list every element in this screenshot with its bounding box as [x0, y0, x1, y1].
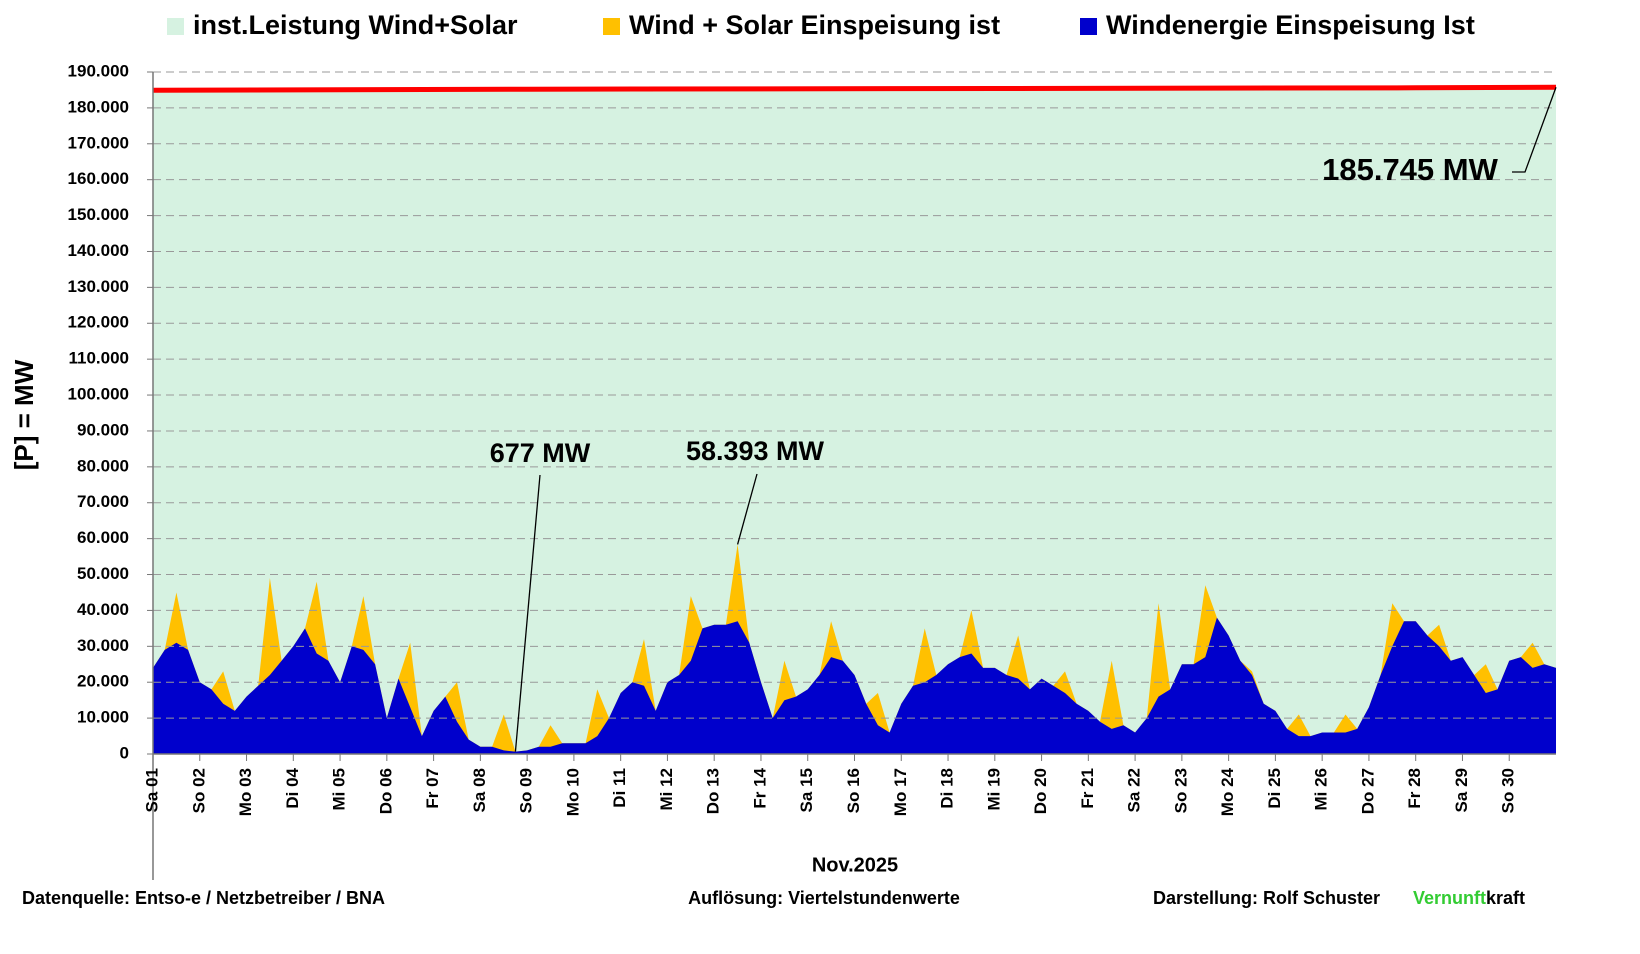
- y-tick-label: 140.000: [68, 241, 129, 260]
- y-tick-label: 10.000: [77, 708, 129, 727]
- y-tick-label: 150.000: [68, 205, 129, 224]
- legend-label: Windenergie Einspeisung Ist: [1106, 10, 1475, 40]
- brand-part: kraft: [1486, 888, 1525, 908]
- area: [153, 617, 1556, 754]
- x-tick-label: Sa 22: [1125, 768, 1144, 812]
- y-tick-label: 80.000: [77, 456, 129, 475]
- x-tick-label: Sa 15: [797, 768, 816, 812]
- x-tick-label: Fr 28: [1405, 768, 1424, 809]
- x-tick-label: Mi 26: [1312, 768, 1331, 811]
- x-tick-label: Mi 12: [657, 768, 676, 811]
- x-tick-label: Mo 17: [891, 768, 910, 816]
- x-tick-label: Di 04: [283, 767, 302, 808]
- y-tick-label: 40.000: [77, 600, 129, 619]
- line: [152, 84, 1557, 93]
- annotation: 677 MW: [490, 438, 591, 468]
- footer-source: Datenquelle: Entso-e / Netzbetreiber / B…: [22, 888, 385, 908]
- y-tick-label: 60.000: [77, 528, 129, 547]
- legend-swatch: [1080, 18, 1097, 35]
- legend-label: inst.Leistung Wind+Solar: [193, 10, 518, 40]
- footer-author: Darstellung: Rolf Schuster: [1153, 888, 1380, 908]
- annotation: 185.745 MW: [1322, 152, 1498, 187]
- x-tick-label: Mo 10: [563, 768, 582, 816]
- x-tick-label: So 16: [844, 768, 863, 813]
- y-tick-label: 0: [120, 743, 129, 762]
- x-tick-label: Fr 14: [750, 767, 769, 808]
- y-tick-label: 100.000: [68, 385, 129, 404]
- x-axis-label: Nov.2025: [812, 854, 898, 876]
- y-tick-label: 120.000: [68, 313, 129, 332]
- x-tick-label: Mi 05: [330, 768, 349, 811]
- x-tick-label: So 09: [517, 768, 536, 813]
- x-tick-label: Di 11: [610, 768, 629, 808]
- x-tick-label: Mo 03: [236, 768, 255, 816]
- annotation-leader: [1512, 87, 1557, 173]
- legend-swatch: [167, 18, 184, 35]
- x-tick-label: Sa 29: [1452, 768, 1471, 812]
- y-tick-label: 70.000: [77, 492, 129, 511]
- x-tick-label: So 23: [1171, 768, 1190, 813]
- x-tick-label: So 02: [189, 768, 208, 813]
- x-tick-label: Sa 01: [142, 768, 161, 812]
- legend-label: Wind + Solar Einspeisung ist: [629, 10, 1000, 40]
- annotation-leader: [736, 473, 758, 545]
- x-tick-label: Mo 24: [1218, 767, 1237, 816]
- y-tick-label: 170.000: [68, 133, 129, 152]
- footer-brand: Vernunftkraft: [1413, 888, 1525, 908]
- annotation-leader: [514, 474, 541, 752]
- x-tick-label: Do 13: [704, 768, 723, 814]
- y-tick-label: 50.000: [77, 564, 129, 583]
- y-tick-label: 130.000: [68, 277, 129, 296]
- y-tick-label: 180.000: [68, 97, 129, 116]
- y-tick-label: 190.000: [68, 61, 129, 80]
- footer-resolution: Auflösung: Viertelstundenwerte: [688, 888, 960, 908]
- annotation: 58.393 MW: [686, 436, 825, 466]
- y-tick-label: 90.000: [77, 420, 129, 439]
- y-tick-label: 160.000: [68, 169, 129, 188]
- x-tick-label: Do 20: [1031, 768, 1050, 814]
- brand-part: Vernunft: [1413, 888, 1486, 908]
- x-tick-label: Sa 08: [470, 768, 489, 812]
- x-tick-label: So 30: [1499, 768, 1518, 813]
- legend-swatch: [603, 18, 620, 35]
- x-tick-label: Mi 19: [984, 768, 1003, 811]
- y-tick-label: 110.000: [68, 349, 129, 368]
- x-tick-label: Di 18: [938, 768, 957, 809]
- x-tick-label: Do 06: [376, 768, 395, 814]
- x-tick-label: Di 25: [1265, 768, 1284, 809]
- y-axis-label: [P] = MW: [9, 359, 39, 470]
- x-tick-label: Fr 07: [423, 768, 442, 809]
- y-tick-label: 30.000: [77, 636, 129, 655]
- x-tick-label: Fr 21: [1078, 768, 1097, 809]
- x-tick-label: Do 27: [1358, 768, 1377, 814]
- y-tick-label: 20.000: [77, 672, 129, 691]
